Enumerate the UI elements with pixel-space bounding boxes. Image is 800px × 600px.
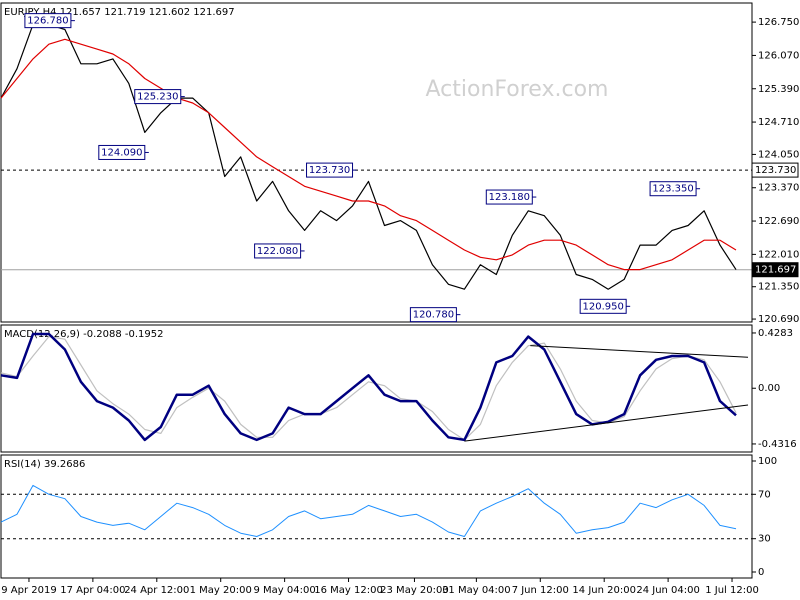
x-tick-label: 16 May 12:00 <box>314 585 383 596</box>
y-tick-label: 124.050 <box>758 149 799 160</box>
x-tick-label: 1 May 20:00 <box>190 585 252 596</box>
annotation-label: 123.180 <box>489 192 530 203</box>
y-tick-label: 0.4283 <box>758 328 793 339</box>
y-tick-label: 122.690 <box>758 216 799 227</box>
watermark: ActionForex.com <box>426 77 609 102</box>
y-tick-label: 126.750 <box>758 17 799 28</box>
y-tick-label: 126.070 <box>758 50 799 61</box>
annotation-label: 120.780 <box>413 310 454 321</box>
series-line <box>0 38 737 271</box>
panel-frame <box>0 454 753 579</box>
annotation-box <box>98 144 146 160</box>
series-line <box>0 332 737 442</box>
annotation-label: 126.780 <box>27 16 68 27</box>
x-tick-label: 24 Apr 12:00 <box>124 585 189 596</box>
y-tick-label: 30 <box>758 534 771 545</box>
annotation-label: 124.090 <box>101 147 142 158</box>
y-tick-label: 122.010 <box>758 249 799 260</box>
series-line <box>0 484 737 537</box>
annotation-label: 120.950 <box>582 301 623 312</box>
x-tick-label: 9 Apr 2019 <box>1 585 56 596</box>
y-tick-label: 0.00 <box>758 383 780 394</box>
x-tick-label: 31 May 04:00 <box>442 585 511 596</box>
panel-title: RSI(14) 39.2686 <box>4 459 85 470</box>
annotation-label: 125.230 <box>137 92 178 103</box>
x-tick-label: 23 May 20:00 <box>380 585 449 596</box>
panel-title: EURJPY,H4 121.657 121.719 121.602 121.69… <box>4 7 235 18</box>
level-label: 121.697 <box>755 265 796 276</box>
series-line <box>0 24 737 290</box>
y-tick-label: 100 <box>758 456 777 467</box>
annotation-label: 122.080 <box>257 246 298 257</box>
x-tick-label: 1 Jul 12:00 <box>705 585 759 596</box>
series-line <box>0 336 737 441</box>
panel-frame <box>0 2 753 323</box>
trendline <box>530 345 749 358</box>
x-tick-label: 9 May 04:00 <box>254 585 316 596</box>
y-tick-label: 121.350 <box>758 282 799 293</box>
level-label: 123.730 <box>755 165 796 176</box>
trendline <box>464 404 749 442</box>
y-tick-label: 124.710 <box>758 117 799 128</box>
y-tick-label: 0 <box>758 567 764 578</box>
y-tick-label: 70 <box>758 489 771 500</box>
y-tick-label: -0.4316 <box>758 439 797 450</box>
x-tick-label: 24 Jun 04:00 <box>636 585 700 596</box>
x-tick-label: 14 Jun 20:00 <box>572 585 636 596</box>
level-label-box <box>751 162 799 178</box>
level-label-box <box>751 262 799 278</box>
annotation-label: 123.350 <box>652 184 693 195</box>
x-tick-label: 17 Apr 04:00 <box>60 585 125 596</box>
y-tick-label: 123.370 <box>758 183 799 194</box>
y-tick-label: 120.690 <box>758 314 799 325</box>
y-tick-label: 125.390 <box>758 84 799 95</box>
annotation-label: 123.730 <box>309 165 350 176</box>
x-tick-label: 7 Jun 12:00 <box>512 585 569 596</box>
panel-title: MACD(12,26,9) -0.2088 -0.1952 <box>4 329 164 340</box>
